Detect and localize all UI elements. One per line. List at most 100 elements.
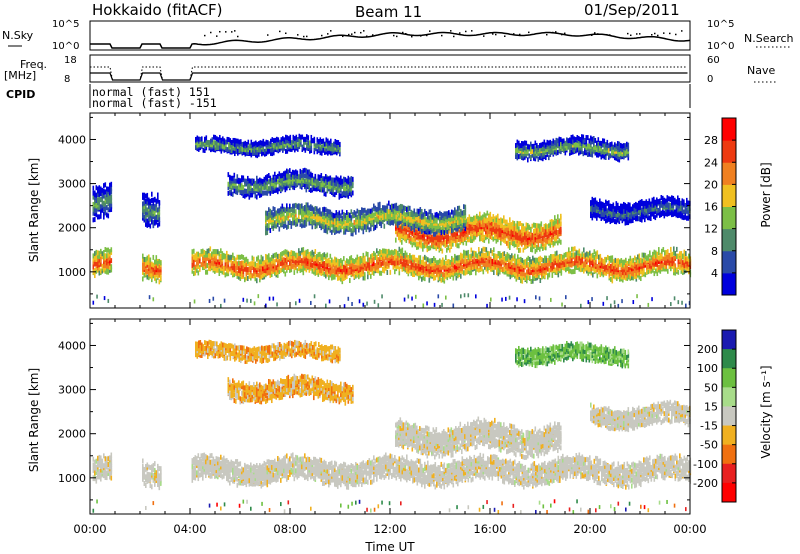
data-cell — [454, 210, 456, 216]
data-cell — [481, 266, 483, 272]
data-cell — [619, 270, 621, 276]
data-cell — [373, 206, 375, 212]
data-cell — [193, 271, 195, 277]
data-cell — [245, 256, 248, 262]
data-cell — [98, 194, 101, 200]
data-cell — [559, 253, 561, 259]
data-cell — [467, 228, 469, 234]
data-cell — [382, 219, 384, 225]
data-cell — [518, 261, 521, 267]
data-cell — [520, 278, 522, 284]
data-cell — [541, 271, 543, 277]
data-cell — [462, 226, 465, 232]
data-cell — [388, 200, 390, 206]
data-cell — [394, 269, 396, 275]
nave-tick-bottom: 0 — [707, 74, 713, 85]
data-cell — [539, 246, 541, 252]
data-cell — [305, 260, 308, 266]
data-cell — [226, 250, 228, 256]
data-cell — [253, 267, 255, 273]
data-cell — [482, 214, 484, 220]
data-cell — [557, 219, 559, 225]
data-cell — [504, 235, 507, 241]
data-cell — [611, 255, 614, 261]
data-cell — [501, 218, 504, 224]
data-cell — [364, 207, 366, 213]
data-cell — [100, 252, 102, 258]
data-cell — [98, 204, 101, 210]
data-cell — [398, 209, 401, 215]
data-cell — [420, 240, 423, 246]
data-cell — [416, 263, 419, 269]
data-cell — [587, 265, 590, 271]
data-cell — [271, 223, 273, 229]
data-cell — [493, 253, 495, 259]
data-cell — [516, 220, 519, 226]
data-cell — [485, 229, 487, 235]
data-cell — [412, 265, 414, 271]
data-cell — [467, 268, 470, 274]
data-cell — [200, 251, 203, 257]
data-cell — [340, 227, 342, 233]
data-cell — [411, 228, 414, 234]
data-cell — [649, 258, 651, 264]
data-cell — [392, 250, 395, 256]
data-cell — [440, 214, 443, 220]
data-cell — [301, 203, 303, 209]
data-cell — [528, 225, 531, 231]
data-cell — [568, 250, 570, 256]
data-cell — [95, 261, 98, 267]
data-cell — [557, 214, 559, 220]
data-cell — [311, 211, 314, 217]
data-cell — [623, 259, 626, 265]
data-cell — [148, 263, 150, 269]
data-cell — [655, 259, 657, 265]
data-cell — [349, 256, 351, 262]
data-cell — [104, 195, 107, 201]
data-cell — [483, 214, 486, 220]
data-cell — [680, 265, 683, 271]
data-cell — [640, 257, 642, 263]
data-cell — [590, 260, 593, 266]
data-cell — [299, 254, 302, 260]
data-cell — [530, 261, 533, 267]
data-cell — [521, 241, 523, 247]
data-cell — [385, 261, 387, 267]
data-cell — [227, 181, 230, 187]
data-cell — [443, 272, 446, 278]
data-cell — [433, 267, 435, 273]
data-cell — [416, 208, 419, 214]
data-cell — [292, 250, 294, 256]
data-cell — [407, 211, 410, 217]
data-cell — [302, 247, 305, 253]
data-cell — [98, 201, 101, 207]
data-cell — [202, 265, 204, 271]
data-cell — [491, 216, 493, 222]
data-cell — [490, 263, 492, 269]
data-cell — [473, 256, 476, 262]
data-cell — [680, 262, 683, 268]
data-cell — [308, 205, 311, 211]
data-cell — [422, 260, 425, 266]
data-cell — [268, 225, 270, 231]
data-cell — [371, 207, 374, 213]
data-cell — [417, 244, 420, 250]
data-cell — [500, 232, 502, 238]
data-cell — [106, 263, 108, 269]
data-cell — [538, 256, 540, 262]
data-cell — [374, 206, 377, 212]
data-cell — [485, 216, 487, 222]
data-cell — [460, 252, 462, 258]
data-cell — [236, 254, 239, 260]
data-cell — [539, 278, 542, 284]
data-cell — [358, 220, 360, 226]
data-cell — [152, 211, 155, 217]
data-cell — [641, 261, 644, 267]
data-cell — [599, 265, 602, 271]
data-cell — [408, 238, 411, 244]
data-cell — [428, 239, 430, 245]
data-cell — [289, 212, 291, 218]
data-cell — [268, 218, 270, 224]
data-cell — [469, 264, 471, 270]
data-cell — [322, 224, 324, 230]
